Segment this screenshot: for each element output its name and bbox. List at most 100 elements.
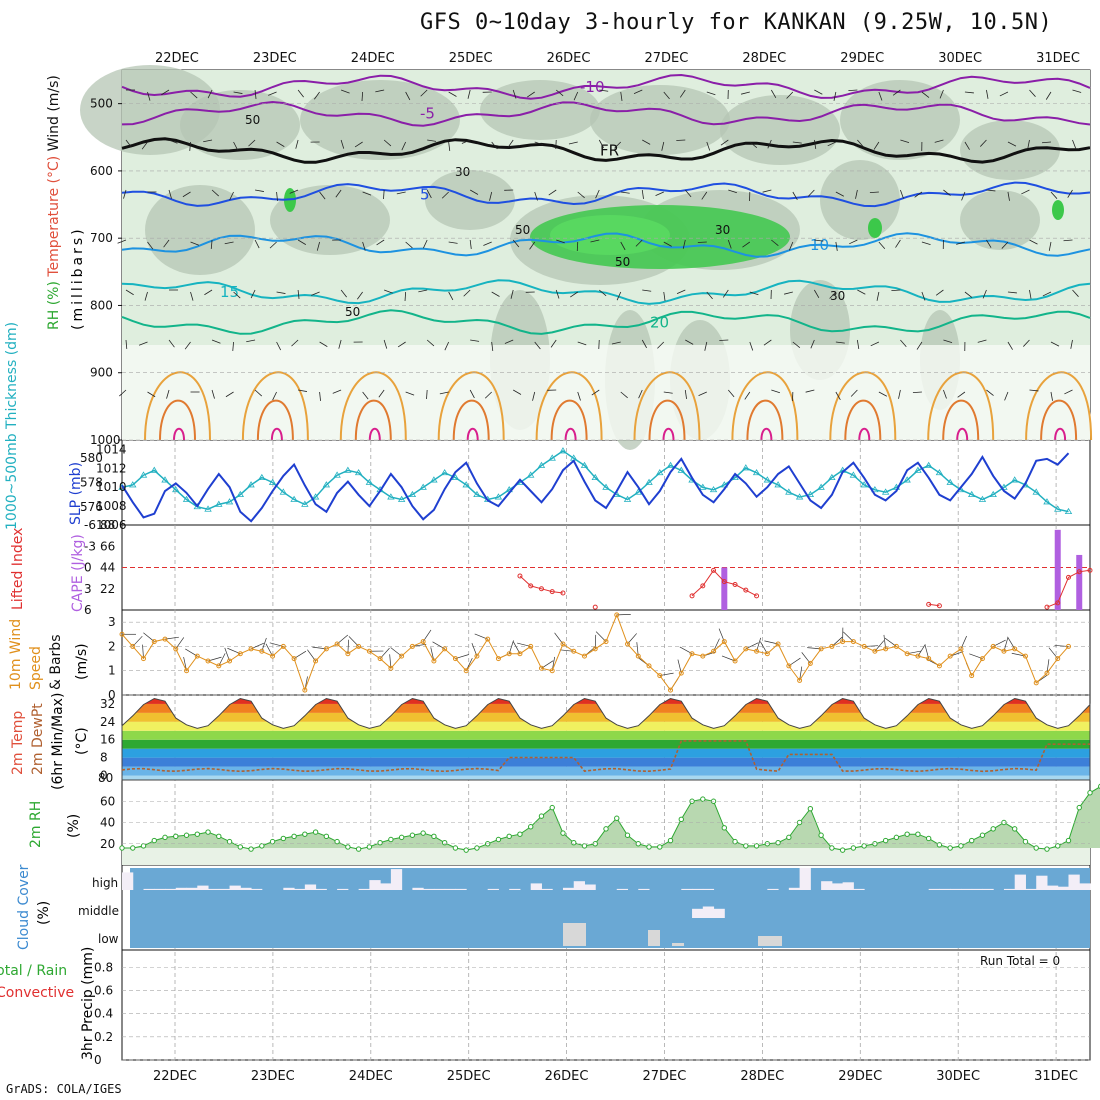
- rh-point: [183, 832, 190, 838]
- cape-bar: [721, 567, 728, 610]
- wind-barb: [362, 391, 369, 400]
- upper-ylabel-text: RH (%) Temperature (°C) Wind (m/s): [46, 75, 62, 330]
- wind-ylabel-text: & Barbs: [48, 635, 64, 691]
- wind-barb: [418, 289, 428, 293]
- wind-barb: [620, 391, 628, 399]
- wind-barb: [534, 191, 538, 201]
- rh-point: [538, 813, 545, 819]
- rh-unit: (%): [66, 814, 82, 838]
- rh-moist-core: [550, 215, 670, 255]
- wind-barb: [814, 89, 823, 95]
- wind-barb: [233, 291, 241, 299]
- wind-barb: [848, 89, 858, 92]
- thickness-point: [301, 500, 309, 507]
- wind-barb: [742, 241, 751, 248]
- wind-barb: [706, 141, 711, 151]
- wind-speed-point: [345, 651, 351, 657]
- cloud-high-bar: [692, 888, 704, 890]
- wind-barb: [642, 139, 651, 145]
- rh-point: [474, 845, 480, 851]
- wind-barb: [534, 141, 544, 146]
- thickness-point: [602, 483, 610, 490]
- rh-point: [216, 833, 222, 840]
- wind-barb: [534, 341, 541, 350]
- temp-color-band: [122, 766, 1090, 776]
- wind-speed-point: [549, 668, 555, 674]
- cloud-high-bar: [218, 888, 231, 890]
- temp-ylabel3: (6hr Min/Max): [50, 693, 66, 790]
- ylabel-part: Wind (m/s): [46, 75, 62, 156]
- temp-contour-line: [121, 309, 1091, 335]
- temp-contour-25: [437, 371, 505, 441]
- rh-point: [323, 833, 330, 840]
- wind-speed-point: [1065, 643, 1071, 649]
- temp-contour-line: [121, 181, 1091, 208]
- wind-barb: [663, 241, 672, 247]
- wind-barb: [233, 91, 243, 94]
- wind-barb: [338, 339, 342, 349]
- thickness-point: [817, 483, 825, 490]
- rh-point: [549, 804, 555, 811]
- cloud-high-bar: [369, 880, 381, 890]
- wind-barb: [986, 189, 996, 192]
- wind-barb: [1063, 239, 1073, 242]
- precip-tick-label: 0.4: [94, 1007, 113, 1021]
- temp-contour-label: -10: [580, 78, 605, 96]
- top-date-label: 28DEC: [742, 51, 786, 66]
- pressure-tick-label: 800: [90, 298, 113, 312]
- bottom-date-label: 23DEC: [251, 1069, 295, 1084]
- temp-contour-line: [121, 232, 1091, 258]
- slp-ylabel-text: SLP (mb): [68, 462, 84, 525]
- cloud-high-bar: [390, 869, 403, 890]
- wind-barb: [591, 389, 600, 396]
- lifted-index-tick-label: -3: [84, 539, 96, 553]
- wind-barb: [657, 341, 665, 349]
- rh-point: [334, 838, 340, 845]
- cloud-high-bar: [380, 883, 392, 890]
- wind-barb: [168, 339, 175, 348]
- wind-barb: [484, 391, 492, 399]
- wind-speed-point: [904, 651, 910, 657]
- wind-barb: [510, 289, 514, 299]
- wind-barb: [1072, 139, 1077, 149]
- thickness-ylabel: 1000~500mb Thickness (dm): [4, 322, 20, 530]
- wind-speed-point: [248, 646, 254, 652]
- wind-tick-label: 3: [108, 615, 116, 629]
- thickness-point: [537, 461, 546, 468]
- pressure-tick-label: 500: [90, 97, 113, 111]
- wind-barb: [422, 239, 428, 249]
- cloud-high-bar: [541, 888, 553, 890]
- wind-barb: [685, 339, 694, 345]
- wind-barb: [276, 141, 285, 147]
- lifted-index-point: [1065, 574, 1071, 580]
- wind-barb: [810, 339, 815, 349]
- wind-barb: [232, 341, 234, 352]
- wind-speed-point: [495, 656, 501, 662]
- cape-bar: [1054, 529, 1061, 610]
- wind-barb: [986, 89, 989, 99]
- thickness-ylabel-text: 1000~500mb Thickness (dm): [4, 322, 20, 530]
- wind-barb: [855, 189, 858, 199]
- wind-barb: [598, 139, 604, 149]
- wind-barb: [404, 291, 407, 302]
- wind-speed-point: [764, 651, 770, 657]
- rh-point: [958, 843, 964, 849]
- upper-ylabel-unit: (millibars): [70, 226, 86, 330]
- pressure-tick-label: 700: [90, 231, 113, 245]
- wind-speed-point: [334, 641, 340, 647]
- rh-point: [441, 839, 448, 846]
- pressure-tick-label: 1000: [90, 433, 121, 447]
- wind-barb: [1007, 191, 1010, 201]
- rh-point: [732, 838, 738, 845]
- wind-barb: [698, 391, 707, 397]
- wind-speed-point: [614, 612, 620, 618]
- wind-barb: [611, 341, 621, 345]
- wind-barb: [463, 289, 471, 297]
- thickness-point: [387, 493, 395, 500]
- cloud-high-bar: [1079, 883, 1091, 890]
- rh-point: [839, 847, 846, 853]
- wind-speed-point: [151, 639, 157, 645]
- cloud-high-bar: [444, 888, 456, 890]
- lifted-index-point: [592, 604, 598, 610]
- cloud-unit-text: (%): [36, 901, 52, 925]
